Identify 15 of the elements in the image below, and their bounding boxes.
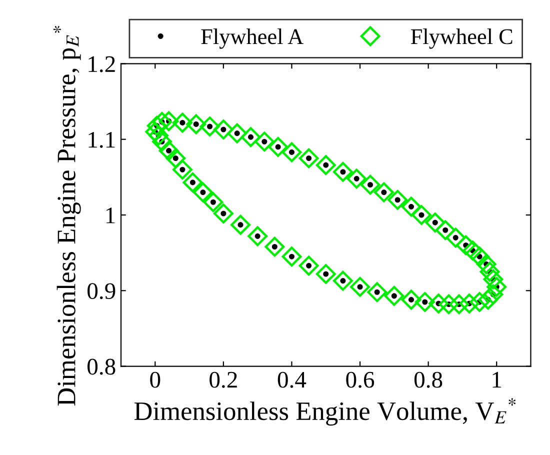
y-tick-label: 1.1 xyxy=(88,132,115,148)
y-tick-label: 1 xyxy=(106,208,115,224)
x-tick-label: 1 xyxy=(492,372,502,388)
legend-label: Flywheel A xyxy=(201,28,304,49)
x-tick-label: 0 xyxy=(150,372,160,388)
x-tick-label: 0.2 xyxy=(210,372,237,388)
x-axis-title: Dimensionless Engine Volume, V$_{E}$$^{*}$ xyxy=(134,398,516,426)
y-tick-label: 0.9 xyxy=(88,283,116,300)
x-tick-label: 0.6 xyxy=(346,372,374,388)
x-tick-label: 0.8 xyxy=(414,372,442,388)
y-tick-label: 1.2 xyxy=(88,56,115,72)
y-axis-title: Dimensionless Engine Pressure, p$_{E}$$^{*}$ xyxy=(53,26,81,406)
legend-label: Flywheel C xyxy=(410,28,512,49)
x-tick-label: 0.4 xyxy=(278,372,306,388)
y-tick-label: 0.8 xyxy=(88,358,116,375)
